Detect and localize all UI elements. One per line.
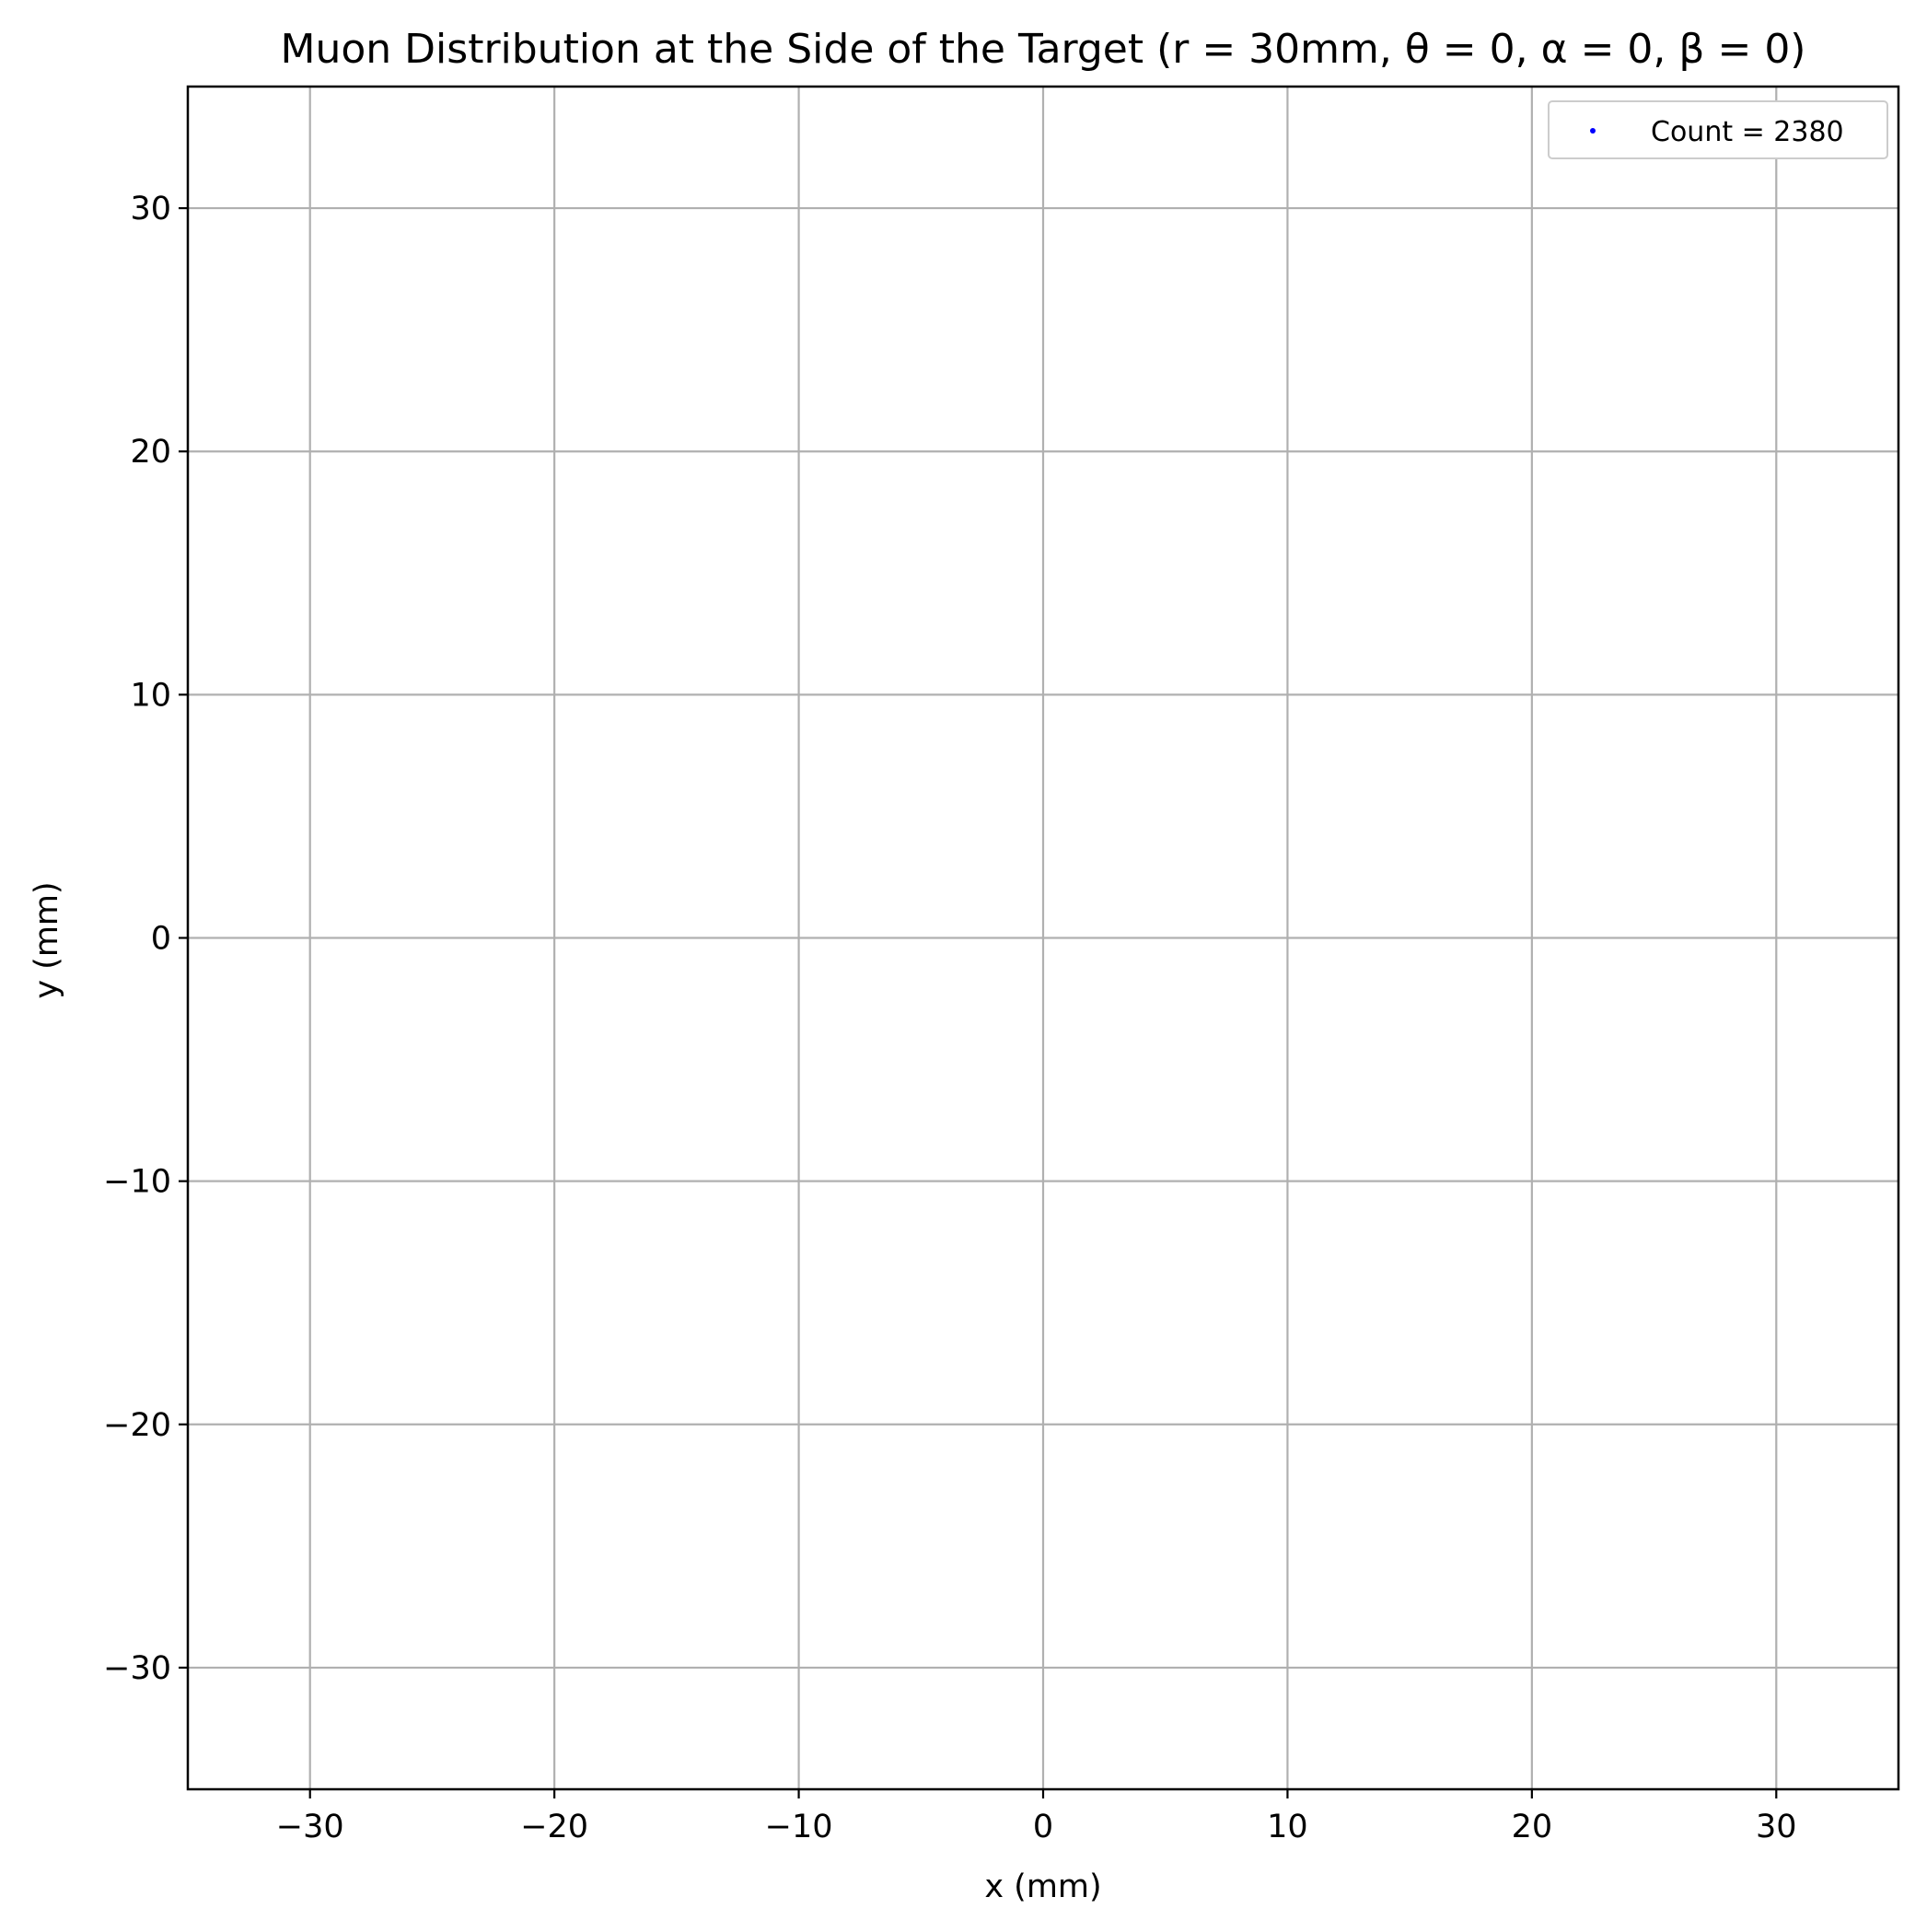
x-tick-label: −30: [276, 1809, 344, 1845]
y-tick-label: 0: [151, 921, 171, 958]
legend-marker-dot: [1590, 128, 1596, 134]
y-tick-label: −30: [103, 1650, 171, 1687]
y-tick-label: 20: [130, 434, 171, 471]
legend-label: Count = 2380: [1651, 116, 1844, 148]
x-tick-label: 20: [1512, 1809, 1553, 1845]
y-tick-label: 10: [130, 677, 171, 714]
y-tick-label: −20: [103, 1407, 171, 1444]
x-tick-label: 30: [1756, 1809, 1797, 1845]
axis-ticks: −30 −20 −10 0 10 20 30 −30 −20 −10 0 10 20 30: [103, 191, 1796, 1845]
y-axis-label: y (mm): [29, 881, 65, 998]
legend-box: [1548, 100, 1888, 159]
x-tick-label: −20: [520, 1809, 588, 1845]
x-axis-label: x (mm): [984, 1868, 1101, 1905]
x-tick-label: 10: [1267, 1809, 1308, 1845]
chart-title: Muon Distribution at the Side of the Tar…: [281, 26, 1806, 73]
x-tick-label: −10: [765, 1809, 833, 1845]
y-tick-label: 30: [130, 191, 171, 227]
y-tick-label: −10: [103, 1164, 171, 1201]
gridlines: [188, 87, 1898, 1789]
x-tick-label: 0: [1033, 1809, 1053, 1845]
legend: Count = 2380: [1548, 100, 1888, 159]
